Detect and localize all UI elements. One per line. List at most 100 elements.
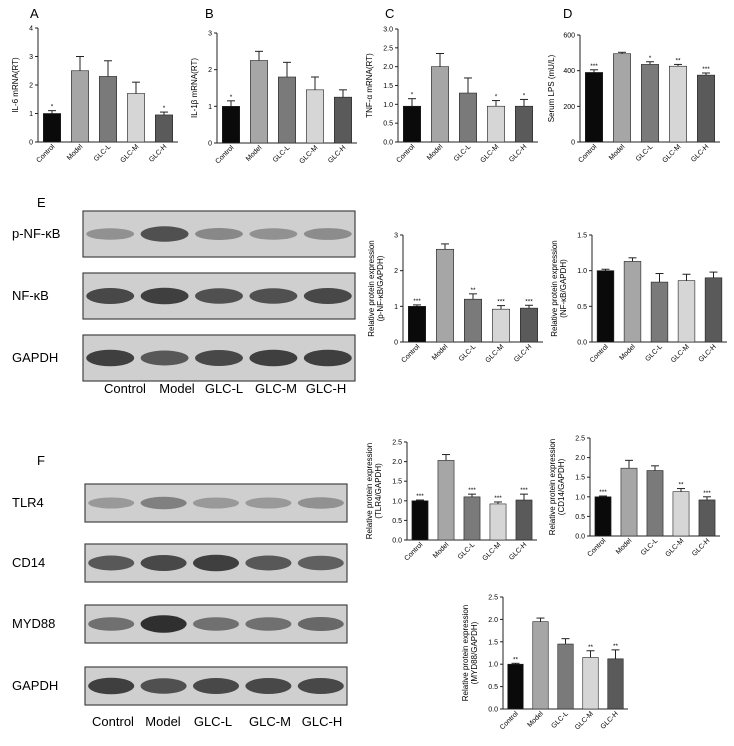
y-tick-label: 3.0 — [383, 27, 393, 34]
y-tick-label: 0.5 — [575, 514, 585, 521]
y-tick-label: 1.5 — [392, 479, 402, 486]
bar-chart-c: 0.0 0.5 1.0 1.5 2.0 2.5 3.0 TNF-α mRNA(RT) * Cont… — [365, 27, 538, 164]
x-tick-label: GLC-M — [662, 143, 683, 164]
blot-band — [245, 555, 292, 571]
x-tick-label: GLC-L — [272, 144, 292, 164]
bar-model — [431, 66, 449, 143]
blot-band — [192, 617, 240, 631]
x-tick-label: GLC-M — [120, 143, 141, 164]
significance-mark: ** — [675, 57, 681, 64]
bar-glc-h — [515, 499, 533, 541]
bar-control — [43, 113, 61, 143]
x-tick-label: GLC-L — [93, 143, 113, 163]
blot-lane-label: GLC-L — [194, 714, 232, 729]
x-tick-label: Control — [400, 343, 421, 364]
bar-glc-l — [646, 470, 664, 537]
bar-glc-h — [515, 105, 533, 143]
bar-glc-h — [704, 277, 723, 343]
y-tick-label: 1.0 — [575, 494, 585, 501]
significance-mark: *** — [599, 489, 607, 496]
y-tick-label: 2.0 — [392, 459, 402, 466]
significance-mark: *** — [702, 66, 710, 73]
blot-band — [297, 617, 344, 631]
bar-glc-h — [334, 96, 352, 144]
bar-glc-m — [669, 65, 687, 143]
x-tick-label: Model — [432, 541, 451, 560]
significance-mark: * — [51, 104, 54, 111]
blot-band — [297, 678, 344, 694]
blot-band — [140, 350, 189, 366]
y-tick-label: 1.0 — [383, 102, 393, 109]
bar-control — [585, 72, 603, 143]
bar-glc-h — [697, 74, 715, 143]
bar-model — [437, 460, 455, 541]
blot-band — [140, 226, 189, 242]
panel-letter-a: A — [30, 6, 39, 21]
panel-letter-b: B — [205, 6, 214, 21]
x-tick-label: GLC-H — [148, 143, 168, 163]
x-tick-label: Control — [577, 143, 598, 164]
blot-band — [88, 677, 135, 695]
x-tick-label: GLC-L — [644, 343, 664, 363]
y-tick-label: 2.5 — [488, 595, 498, 602]
bar-glc-l — [278, 76, 296, 144]
y-tick-label: 1.5 — [383, 83, 393, 90]
bar-glc-h — [698, 499, 716, 537]
significance-mark: * — [649, 55, 652, 62]
bar-model — [623, 261, 642, 343]
blot-band — [303, 228, 352, 240]
significance-mark: *** — [494, 495, 502, 502]
y-tick-label: 3 — [29, 54, 33, 61]
blot-row-label: MYD88 — [12, 616, 55, 631]
bar-model — [71, 70, 89, 143]
x-tick-label: Control — [589, 343, 610, 364]
y-tick-label: 0.0 — [392, 538, 402, 545]
y-tick-label: 0.0 — [575, 534, 585, 541]
panel-letter-d: D — [563, 6, 572, 21]
x-tick-label: GLC-H — [690, 143, 710, 163]
bar-glc-l — [464, 298, 482, 343]
y-tick-label: 3 — [394, 233, 398, 240]
blot-row-label: GAPDH — [12, 350, 58, 365]
blot-band — [192, 678, 240, 694]
y-tick-label: 1 — [208, 104, 212, 111]
bar-control — [408, 306, 426, 343]
x-tick-label: GLC-H — [327, 144, 347, 164]
panel-letter-f: F — [37, 453, 45, 468]
x-tick-label: Model — [618, 343, 637, 362]
bar-control — [594, 496, 612, 537]
y-tick-label: 2.5 — [575, 436, 585, 443]
significance-mark: *** — [497, 299, 505, 306]
y-tick-label: 2.0 — [575, 455, 585, 462]
bar-glc-h — [155, 114, 173, 143]
bar-chart-f3: 0.0 0.5 1.0 1.5 2.0 2.5 Relative protein expre… — [461, 595, 628, 731]
x-tick-label: GLC-H — [508, 541, 528, 561]
x-tick-label: GLC-H — [698, 343, 718, 363]
y-tick-label: 200 — [563, 104, 575, 111]
blot-band — [303, 288, 352, 304]
y-tick-label: 2 — [29, 83, 33, 90]
blot-lane-label: Control — [92, 714, 134, 729]
blot-lane-label: GLC-M — [255, 381, 297, 396]
x-tick-label: GLC-L — [640, 537, 660, 557]
x-tick-label: Control — [403, 541, 424, 562]
y-tick-label: 0.0 — [383, 140, 393, 147]
blot-panel-e: p-NF-κB NF-κB GAPDH Control Model GLC-L GLC-M G… — [12, 210, 356, 396]
blot-band — [192, 497, 240, 509]
blot-band — [140, 555, 187, 571]
y-axis-label: IL-6 mRNA(RT) — [11, 57, 20, 113]
x-tick-label: GLC-H — [508, 143, 528, 163]
bar-glc-l — [459, 92, 477, 143]
bar-chart-f2: 0.0 0.5 1.0 1.5 2.0 2.5 Relative protein expre… — [548, 436, 720, 558]
x-tick-label: GLC-L — [453, 143, 473, 163]
bar-glc-m — [306, 89, 324, 144]
x-tick-label: GLC-M — [482, 541, 503, 562]
blot-band — [195, 288, 243, 304]
blot-band — [140, 496, 187, 510]
x-tick-label: GLC-M — [665, 537, 686, 558]
y-tick-label: 1.0 — [577, 268, 587, 275]
blot-band — [88, 497, 135, 509]
significance-mark: ** — [613, 643, 619, 650]
x-tick-label: GLC-L — [458, 343, 478, 363]
significance-mark: * — [523, 92, 526, 99]
